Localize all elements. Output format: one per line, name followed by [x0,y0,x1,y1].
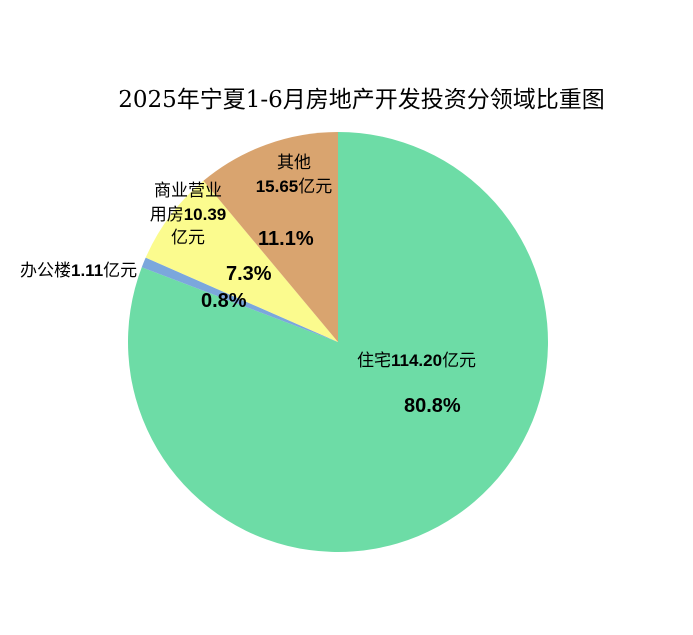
category-label: 办公楼 [20,261,71,281]
percent-label: 7.3% [226,263,272,285]
unit-label: 亿元 [298,177,333,197]
category-label: 商业营业用房 [149,181,222,225]
value-label: 15.65 [255,177,299,196]
chart-title: 2025年宁夏1-6月房地产开发投资分领域比重图 [118,87,605,113]
percent-label: 80.8% [404,395,461,417]
percent-label: 11.1% [258,228,314,250]
unit-label: 亿元 [442,351,477,371]
pie-slice [127,132,548,552]
pie-slice [145,180,338,342]
slice-label: 商业营业用房10.39 亿元 [146,180,230,250]
category-label: 住宅 [357,351,391,371]
value-label: 1.11 [71,261,104,280]
unit-label: 亿元 [103,261,138,281]
pie-slice [141,257,338,342]
pie-slice [203,132,338,342]
slice-label: 其他 15.65亿元 [244,152,344,199]
category-label: 其他 [277,153,311,173]
slice-label: 办公楼1.11亿元 [20,259,137,283]
value-label: 114.20 [391,351,443,370]
unit-label: 亿元 [171,228,205,248]
percent-label: 0.8% [201,290,247,312]
slice-label: 住宅114.20亿元 [357,349,476,373]
value-label: 10.39 [183,205,227,224]
